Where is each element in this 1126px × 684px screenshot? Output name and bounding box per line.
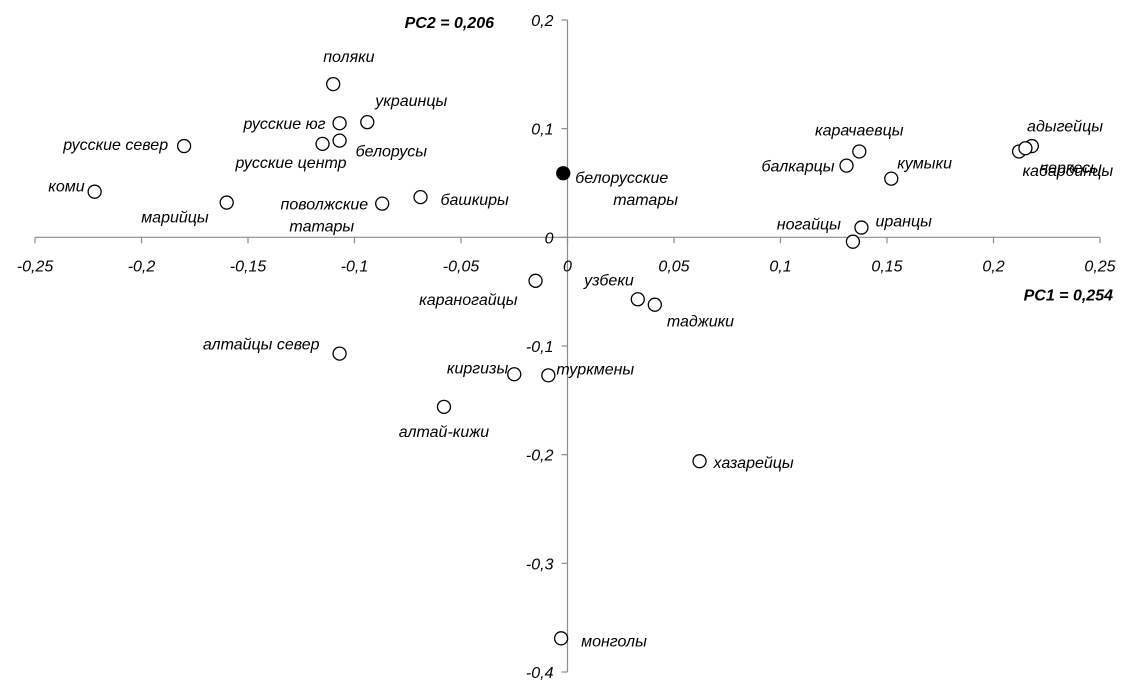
data-label: хазарейцы <box>713 455 794 472</box>
data-label: белорусские татары <box>575 170 678 209</box>
data-label: белорусы <box>356 144 428 161</box>
data-points <box>87 76 1039 646</box>
data-label: балкарцы <box>762 159 835 176</box>
x-tick-label: -0,25 <box>17 258 54 275</box>
x-axis-title: PC1 = 0,254 <box>1024 287 1114 304</box>
data-label: караногайцы <box>419 292 518 309</box>
data-label: монголы <box>581 633 647 650</box>
y-tick-label: 0 <box>545 230 554 247</box>
data-label: карачаевцы <box>815 122 904 139</box>
data-label-line: белорусские <box>575 170 668 187</box>
data-label: украинцы <box>374 93 447 110</box>
data-point <box>556 166 571 181</box>
x-tick-label: 0,05 <box>658 258 689 275</box>
data-label-line: поволжские <box>281 197 369 214</box>
data-label: русские центр <box>234 155 346 172</box>
data-label: иранцы <box>875 214 932 231</box>
data-point <box>360 114 375 130</box>
x-tick-label: 0,25 <box>1084 258 1115 275</box>
x-tick-label: -0,05 <box>443 258 480 275</box>
x-tick-label: -0,15 <box>230 258 267 275</box>
data-point <box>553 631 569 646</box>
data-label: алтайцы север <box>203 337 320 354</box>
data-point <box>413 189 428 205</box>
data-label: узбеки <box>583 272 634 289</box>
x-tick-label: 0,1 <box>769 258 791 275</box>
data-label: коми <box>48 179 84 196</box>
data-label: поляки <box>323 49 374 66</box>
data-point <box>332 346 347 361</box>
data-point <box>315 136 330 152</box>
data-point <box>507 367 522 382</box>
data-point <box>647 297 662 312</box>
data-point <box>852 144 867 159</box>
data-label: башкиры <box>441 192 510 209</box>
y-tick-label: 0,1 <box>531 122 553 139</box>
data-label: адыгейцы <box>1027 118 1103 135</box>
data-labels: поляки украинцы русские юг русские север рус… <box>48 49 1113 650</box>
data-point <box>845 234 861 249</box>
data-label-line: татары <box>613 192 678 209</box>
y-tick-label: -0,1 <box>526 339 554 356</box>
data-label: кумыки <box>897 156 952 173</box>
data-point <box>87 184 102 199</box>
data-point <box>176 138 192 154</box>
data-point <box>854 220 869 235</box>
data-point <box>884 171 899 186</box>
data-label: алтай-кижи <box>399 424 489 441</box>
y-tick-label: -0,2 <box>526 448 554 465</box>
data-label: кабардинцы <box>1022 163 1113 180</box>
data-point <box>375 196 390 211</box>
x-tick-label: 0,2 <box>982 258 1004 275</box>
y-tick-label: 0,2 <box>531 13 553 30</box>
data-point <box>326 76 341 92</box>
x-tick-label: -0,1 <box>341 258 369 275</box>
data-point <box>436 399 452 415</box>
data-point <box>528 273 543 288</box>
data-label: марийцы <box>141 210 209 227</box>
data-point <box>541 368 556 383</box>
data-label: таджики <box>667 314 734 331</box>
x-tick-label: 0 <box>563 258 572 275</box>
y-tick-label: -0,4 <box>526 665 554 682</box>
data-label-line: татары <box>289 219 354 236</box>
tick-labels: -0,25 -0,2 -0,15 -0,1 -0,05 0 0,05 0,1 0,15 0,2 0,… <box>17 13 1116 682</box>
data-point <box>332 116 347 131</box>
x-tick-label: 0,15 <box>871 258 902 275</box>
y-axis-title: PC2 = 0,206 <box>405 15 495 32</box>
data-label: русские север <box>62 137 168 154</box>
data-label: черкесы <box>1040 160 1102 177</box>
data-label: киргизы <box>447 360 509 377</box>
data-point <box>1018 141 1033 156</box>
data-point <box>332 133 347 148</box>
data-point <box>219 195 234 210</box>
x-tick-label: -0,2 <box>128 258 156 275</box>
data-point <box>839 158 854 173</box>
y-tick-label: -0,3 <box>526 556 554 573</box>
data-label: поволжские татары <box>281 197 369 236</box>
data-point <box>630 292 645 307</box>
data-label: русские юг <box>242 116 325 133</box>
data-point <box>692 454 707 469</box>
data-label: туркмены <box>556 361 634 378</box>
data-label: ногайцы <box>777 217 841 234</box>
axes <box>34 19 1101 673</box>
